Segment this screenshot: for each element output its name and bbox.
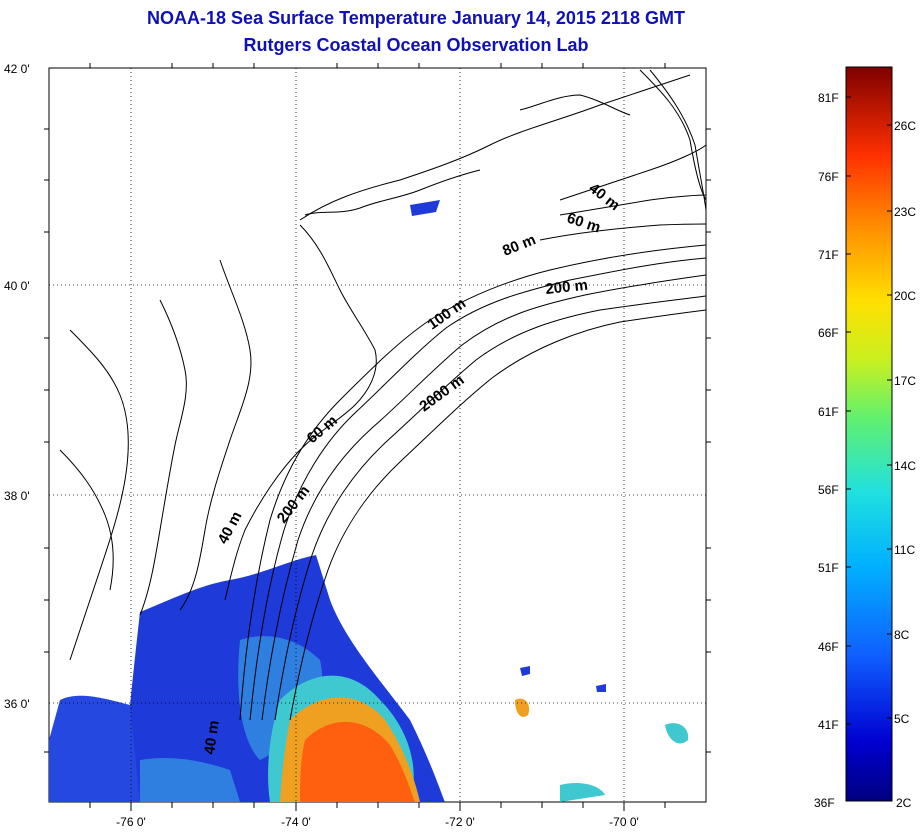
colorbar-c-label: 23C [894, 205, 916, 219]
colorbar-f-label: 71F [818, 248, 839, 262]
lat-label: 38 0' [4, 489, 30, 503]
colorbar-ticks [846, 96, 892, 725]
lon-label: -70 0' [609, 815, 639, 829]
colorbar-f-label: 41F [818, 718, 839, 732]
colorbar-c-label: 14C [894, 459, 916, 473]
colorbar-gradient [845, 66, 893, 802]
colorbar-c-label: 11C [894, 543, 915, 557]
graticule [49, 68, 706, 802]
colorbar-f-label: 66F [818, 326, 839, 340]
lat-label: 42 0' [4, 62, 30, 76]
frame-ticks [44, 63, 711, 811]
map-title: NOAA-18 Sea Surface Temperature January … [147, 8, 685, 28]
colorbar-f-label: 56F [818, 483, 839, 497]
lat-label: 40 0' [4, 279, 30, 293]
colorbar-f-label: 46F [818, 640, 839, 654]
lon-label: -72 0' [445, 815, 475, 829]
colorbar-c-label: 26C [894, 119, 916, 133]
contour-label: 200 m [545, 277, 589, 298]
sst-data-layer [49, 200, 689, 802]
colorbar-f-label: 81F [818, 91, 839, 105]
contour-label: 40 m [201, 719, 223, 755]
colorbar-f-label: 51F [818, 561, 839, 575]
colorbar-c-label: 5C [894, 712, 910, 726]
lat-label: 36 0' [4, 697, 30, 711]
map-subtitle: Rutgers Coastal Ocean Observation Lab [243, 35, 589, 55]
coastline [59, 74, 691, 661]
colorbar: 81F 76F 71F 66F 61F 56F 51F 46F 41F 36F … [814, 66, 916, 810]
colorbar-f-label: 36F [814, 796, 835, 810]
bathymetry-contours [239, 69, 706, 721]
colorbar-c-label: 8C [894, 628, 910, 642]
lon-label: -74 0' [281, 815, 311, 829]
colorbar-c-label: 20C [894, 289, 916, 303]
lon-label: -76 0' [116, 815, 146, 829]
colorbar-f-label: 76F [818, 170, 839, 184]
colorbar-c-label: 17C [894, 374, 916, 388]
colorbar-f-label: 61F [818, 405, 839, 419]
colorbar-c-label: 2C [896, 796, 912, 810]
